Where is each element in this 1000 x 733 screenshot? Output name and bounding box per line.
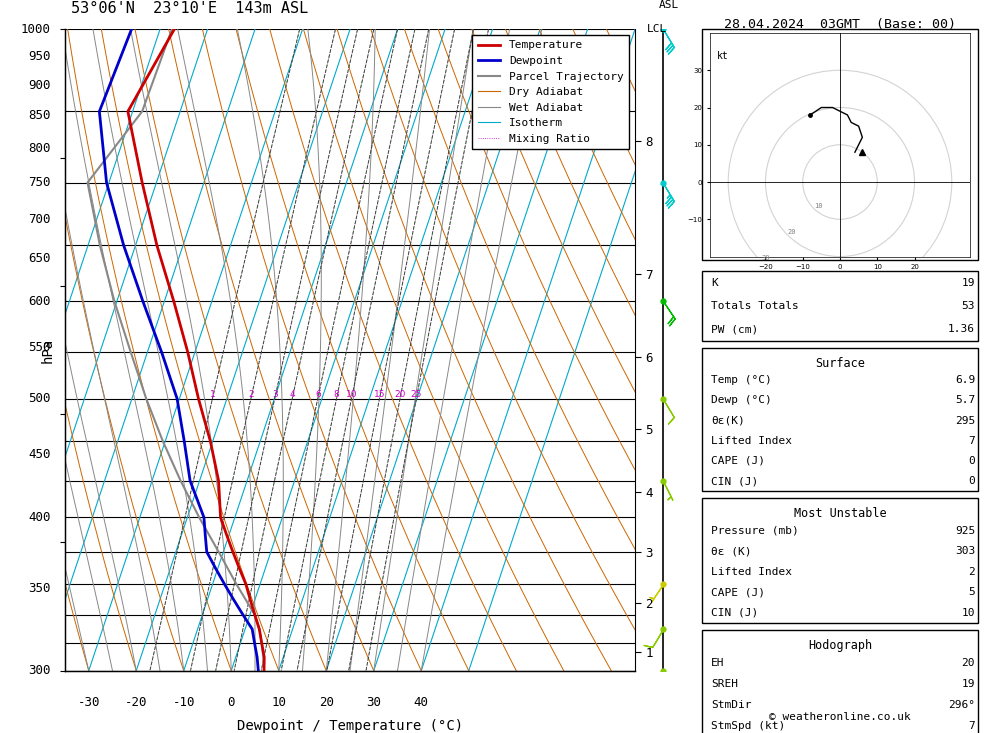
Text: 295: 295 (955, 416, 975, 426)
Text: Dewp (°C): Dewp (°C) (711, 395, 772, 405)
Text: CIN (J): CIN (J) (711, 608, 758, 618)
Text: CAPE (J): CAPE (J) (711, 456, 765, 466)
Text: km
ASL: km ASL (659, 0, 679, 10)
Text: Lifted Index: Lifted Index (711, 567, 792, 577)
Bar (702, 498, 978, 623)
Text: LCL: LCL (646, 24, 667, 34)
Text: CAPE (J): CAPE (J) (711, 587, 765, 597)
Text: -30: -30 (78, 696, 100, 710)
Text: 20: 20 (962, 658, 975, 668)
Text: 6: 6 (315, 389, 321, 399)
Text: 296°: 296° (948, 700, 975, 710)
Text: 8: 8 (334, 389, 339, 399)
Text: Most Unstable: Most Unstable (794, 507, 886, 520)
Text: 4: 4 (289, 389, 295, 399)
Text: 700: 700 (28, 213, 51, 226)
Text: 600: 600 (28, 295, 51, 308)
Text: Totals Totals: Totals Totals (711, 301, 799, 311)
Text: 300: 300 (28, 664, 51, 677)
Text: 30: 30 (762, 255, 770, 261)
Text: 850: 850 (28, 109, 51, 122)
Text: 900: 900 (28, 79, 51, 92)
Text: 40: 40 (414, 696, 429, 710)
Text: 7: 7 (968, 721, 975, 731)
Text: 350: 350 (28, 582, 51, 595)
Text: Dewpoint / Temperature (°C): Dewpoint / Temperature (°C) (237, 719, 463, 733)
Y-axis label: hPa: hPa (41, 337, 55, 363)
Text: -10: -10 (173, 696, 195, 710)
Text: 1: 1 (210, 389, 215, 399)
Text: Hodograph: Hodograph (808, 639, 872, 652)
Text: 53: 53 (962, 301, 975, 311)
Text: 450: 450 (28, 448, 51, 461)
Bar (702, 630, 978, 733)
Text: 19: 19 (962, 679, 975, 689)
Bar (702, 271, 978, 341)
Text: Surface: Surface (815, 357, 865, 370)
Text: 303: 303 (955, 546, 975, 556)
Text: 3: 3 (272, 389, 278, 399)
Text: CIN (J): CIN (J) (711, 476, 758, 486)
Text: K: K (711, 278, 718, 288)
Text: 53°06'N  23°10'E  143m ASL: 53°06'N 23°10'E 143m ASL (71, 1, 308, 17)
Text: kt: kt (717, 51, 729, 61)
Text: StmSpd (kt): StmSpd (kt) (711, 721, 785, 731)
Text: 5.7: 5.7 (955, 395, 975, 405)
Text: 20: 20 (319, 696, 334, 710)
Text: 2: 2 (248, 389, 254, 399)
Text: 925: 925 (955, 526, 975, 536)
Text: -20: -20 (125, 696, 148, 710)
Text: Temp (°C): Temp (°C) (711, 375, 772, 386)
Text: 2: 2 (968, 567, 975, 577)
Text: 19: 19 (962, 278, 975, 288)
Text: θε (K): θε (K) (711, 546, 752, 556)
Text: 5: 5 (968, 587, 975, 597)
Text: 650: 650 (28, 252, 51, 265)
Bar (702, 348, 978, 491)
Text: 20: 20 (394, 389, 406, 399)
Text: 1.36: 1.36 (948, 324, 975, 334)
Text: 10: 10 (346, 389, 357, 399)
Text: 0: 0 (228, 696, 235, 710)
Bar (702, 29, 978, 260)
Text: 800: 800 (28, 141, 51, 155)
Text: 750: 750 (28, 176, 51, 189)
Text: 7: 7 (968, 435, 975, 446)
Text: 400: 400 (28, 511, 51, 524)
Legend: Temperature, Dewpoint, Parcel Trajectory, Dry Adiabat, Wet Adiabat, Isotherm, Mi: Temperature, Dewpoint, Parcel Trajectory… (472, 35, 629, 150)
Text: 6.9: 6.9 (955, 375, 975, 386)
Text: 10: 10 (814, 203, 822, 209)
Text: EH: EH (711, 658, 725, 668)
Text: 20: 20 (788, 229, 796, 235)
Text: 10: 10 (271, 696, 286, 710)
Text: 550: 550 (28, 342, 51, 354)
Text: StmDir: StmDir (711, 700, 752, 710)
Text: © weatheronline.co.uk: © weatheronline.co.uk (769, 712, 911, 722)
Text: 10: 10 (962, 608, 975, 618)
Text: 0: 0 (968, 456, 975, 466)
Text: 950: 950 (28, 50, 51, 63)
Text: θε(K): θε(K) (711, 416, 745, 426)
Text: Lifted Index: Lifted Index (711, 435, 792, 446)
Text: 15: 15 (374, 389, 385, 399)
Text: SREH: SREH (711, 679, 738, 689)
Text: Pressure (mb): Pressure (mb) (711, 526, 799, 536)
Text: 0: 0 (968, 476, 975, 486)
Text: 500: 500 (28, 392, 51, 405)
Text: 28.04.2024  03GMT  (Base: 00): 28.04.2024 03GMT (Base: 00) (724, 18, 956, 32)
Text: PW (cm): PW (cm) (711, 324, 758, 334)
Text: 1000: 1000 (21, 23, 51, 36)
Text: 30: 30 (366, 696, 381, 710)
Text: 25: 25 (411, 389, 422, 399)
